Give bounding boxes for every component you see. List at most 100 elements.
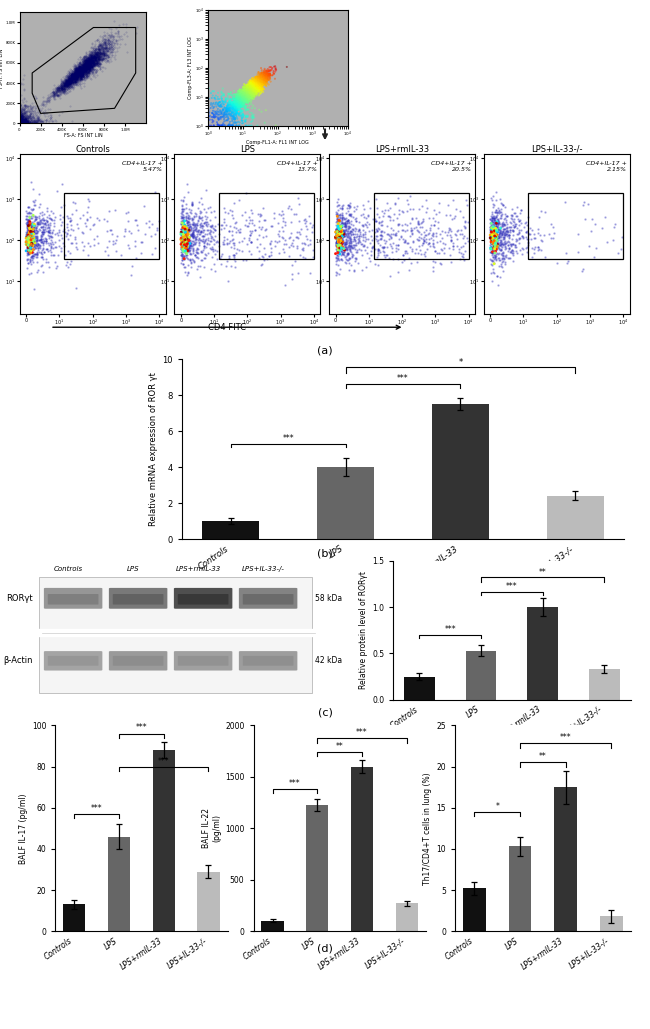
Point	[229, 96, 240, 112]
Point	[92, 50, 103, 67]
Point	[70, 75, 80, 92]
Point	[237, 91, 247, 107]
Point	[336, 239, 346, 255]
Point	[256, 67, 266, 83]
Point	[83, 63, 94, 79]
Point	[16, 110, 27, 127]
Point	[68, 67, 78, 83]
Point	[67, 68, 77, 84]
Point	[222, 98, 232, 114]
Point	[15, 111, 25, 128]
Point	[83, 51, 94, 68]
Point	[21, 108, 31, 125]
Point	[257, 76, 267, 93]
Point	[62, 254, 72, 271]
Point	[80, 48, 90, 65]
Point	[28, 225, 38, 242]
Point	[255, 71, 265, 87]
Point	[251, 81, 261, 98]
Point	[23, 223, 34, 240]
Point	[491, 239, 502, 255]
Point	[211, 95, 221, 111]
Point	[16, 108, 26, 125]
Point	[245, 77, 255, 94]
Point	[206, 228, 216, 245]
Point	[248, 82, 259, 99]
Point	[227, 95, 237, 111]
Point	[177, 215, 187, 232]
Point	[33, 109, 44, 126]
Point	[20, 113, 31, 130]
Point	[248, 76, 258, 93]
Point	[248, 85, 258, 102]
Point	[246, 79, 257, 96]
Point	[238, 90, 248, 106]
Point	[250, 85, 261, 102]
Point	[491, 204, 501, 220]
Point	[81, 61, 91, 77]
Point	[246, 80, 257, 97]
Point	[78, 54, 88, 70]
Point	[499, 211, 509, 227]
Point	[29, 225, 39, 242]
Point	[102, 42, 112, 59]
Point	[78, 61, 88, 77]
Point	[240, 88, 251, 105]
Point	[17, 111, 27, 128]
Point	[257, 71, 268, 87]
Point	[89, 56, 99, 72]
Point	[206, 95, 216, 111]
Point	[25, 205, 35, 221]
Point	[241, 86, 252, 103]
Point	[240, 92, 251, 108]
Point	[79, 57, 89, 73]
Point	[231, 92, 242, 108]
Point	[226, 92, 237, 108]
Point	[239, 86, 250, 103]
Point	[259, 64, 269, 80]
Point	[249, 84, 259, 101]
Point	[58, 69, 68, 85]
Point	[245, 79, 255, 96]
Point	[244, 86, 254, 103]
Point	[502, 219, 512, 236]
Point	[73, 67, 83, 83]
FancyBboxPatch shape	[113, 594, 164, 605]
Point	[248, 87, 259, 104]
Point	[190, 223, 201, 240]
Point	[245, 85, 255, 102]
Point	[38, 115, 48, 132]
Point	[235, 96, 246, 112]
Point	[246, 84, 256, 101]
Point	[100, 48, 110, 65]
Point	[248, 80, 258, 97]
Point	[95, 43, 105, 60]
Point	[249, 79, 259, 96]
Point	[240, 86, 250, 103]
Point	[33, 232, 44, 248]
Point	[250, 83, 260, 100]
Point	[242, 85, 252, 102]
Point	[246, 84, 257, 101]
Point	[79, 75, 89, 92]
Point	[491, 191, 501, 208]
Point	[85, 60, 96, 76]
Point	[231, 93, 241, 109]
Point	[25, 238, 35, 254]
Point	[503, 243, 514, 259]
Point	[236, 94, 246, 110]
Point	[77, 60, 88, 76]
Point	[86, 50, 97, 67]
Point	[243, 80, 254, 97]
Point	[86, 61, 97, 77]
Point	[187, 251, 198, 268]
Point	[245, 79, 255, 96]
Point	[79, 57, 89, 73]
Point	[29, 232, 39, 248]
Point	[81, 58, 91, 74]
Point	[245, 87, 255, 104]
Point	[72, 60, 82, 76]
Point	[333, 239, 344, 255]
Point	[180, 223, 190, 240]
Point	[24, 238, 34, 254]
